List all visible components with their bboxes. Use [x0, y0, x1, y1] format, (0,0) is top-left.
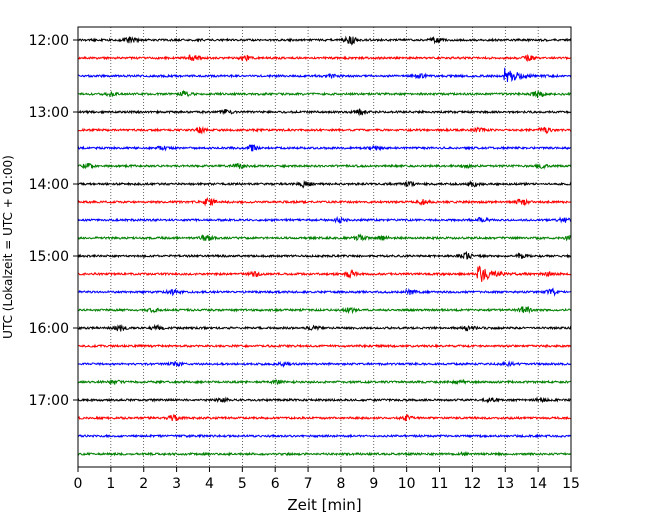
x-tick-label: 5: [238, 476, 247, 492]
trace-row-1545: [77, 305, 572, 315]
x-tick-label: 0: [74, 476, 83, 492]
trace-row-1415: [77, 197, 572, 207]
x-tick-label: 7: [304, 476, 313, 492]
x-tick-label: 9: [369, 476, 378, 492]
y-tick-label: 17:00: [29, 393, 69, 409]
trace-row-1400: [77, 179, 572, 189]
trace-row-1230: [77, 67, 572, 83]
x-tick-label: 4: [205, 476, 214, 492]
trace-row-1715: [77, 413, 572, 422]
trace-row-1630: [77, 360, 572, 368]
x-tick-label: 3: [172, 476, 181, 492]
y-tick-label: 13:00: [29, 105, 69, 121]
x-tick-label: 10: [398, 476, 416, 492]
trace-row-1645: [77, 378, 572, 386]
trace-row-1315: [77, 125, 572, 135]
trace-row-1615: [77, 343, 572, 349]
y-axis-label: UTC (Lokalzeit = UTC + 01:00): [1, 155, 15, 339]
trace-row-1730: [77, 433, 572, 439]
trace-row-1215: [77, 53, 572, 63]
trace-row-1600: [77, 323, 572, 332]
y-axis-ticks: 12:00 13:00 14:00 15:00 16:00 17:00: [29, 33, 78, 409]
x-tick-label: 13: [496, 476, 514, 492]
x-tick-label: 11: [431, 476, 449, 492]
trace-row-1430: [77, 215, 572, 224]
y-tick-label: 14:00: [29, 177, 69, 193]
x-tick-label: 6: [271, 476, 280, 492]
y-tick-label: 15:00: [29, 249, 69, 265]
x-axis-ticks: 0 1 2 3 4 5 6 7 8 9 10 11 12 13 14 15: [74, 467, 580, 492]
x-tick-label: 14: [529, 476, 547, 492]
x-tick-label: 2: [139, 476, 148, 492]
trace-row-1345: [77, 162, 572, 170]
trace-row-1700: [77, 396, 572, 404]
x-tick-label: 8: [336, 476, 345, 492]
plot-frame: [77, 26, 572, 468]
y-tick-label: 16:00: [29, 321, 69, 337]
x-tick-label: 15: [562, 476, 580, 492]
trace-row-1330: [77, 144, 572, 152]
trace-row-1245: [77, 89, 572, 98]
trace-row-1200: [77, 35, 572, 46]
trace-row-1500: [77, 250, 572, 260]
x-tick-label: 12: [463, 476, 481, 492]
y-tick-label: 12:00: [29, 33, 69, 49]
trace-row-1300: [77, 108, 572, 117]
trace-row-1445: [77, 233, 572, 242]
trace-row-1515: [78, 265, 572, 282]
trace-row-1530: [77, 287, 572, 297]
trace-row-1745: [77, 450, 572, 457]
x-tick-label: 1: [106, 476, 115, 492]
trace-layer: [77, 35, 572, 457]
x-axis-label: Zeit [min]: [287, 496, 361, 514]
